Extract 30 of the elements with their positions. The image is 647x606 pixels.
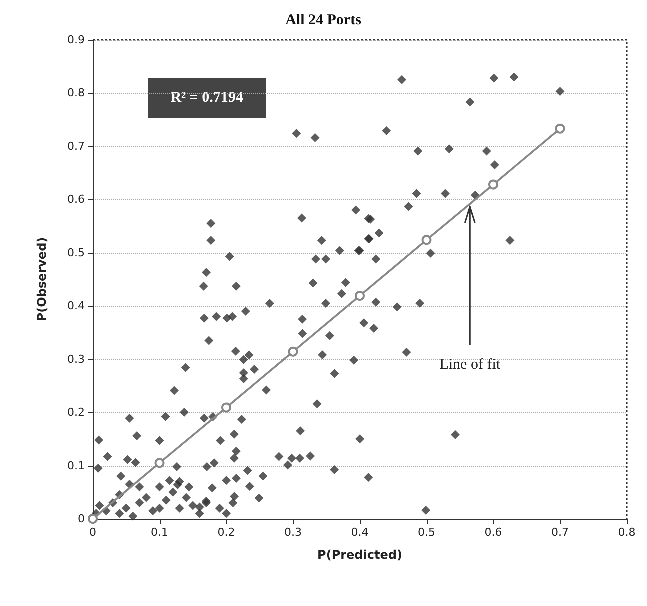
point [288, 346, 298, 357]
x-tick-label: 0.6 [484, 526, 502, 539]
y-tick-label: 0.8 [68, 86, 85, 100]
y-tick-label: 0.5 [68, 246, 85, 260]
point [555, 124, 566, 134]
point [355, 291, 365, 301]
x-tick-label: 0.2 [218, 526, 236, 539]
x-tick-label: 0 [90, 526, 96, 539]
x-tick-label: 0.7 [552, 526, 569, 539]
point [154, 458, 165, 468]
point [422, 235, 432, 246]
chart-title: All 24 Ports [286, 12, 362, 28]
annotation: Line of fit [440, 356, 502, 373]
y-tick-label: 0.9 [68, 34, 85, 46]
y-tick-label: 0.3 [68, 352, 85, 366]
point [222, 402, 232, 413]
y-tick-label: 0.1 [68, 459, 85, 472]
x-tick-label: 0.5 [418, 526, 436, 539]
x-tick-label: 0.8 [618, 526, 636, 539]
y-tick-label: 0.2 [68, 406, 85, 420]
x-axis-title: P(Predicted) [318, 548, 402, 562]
x-tick-label: 0.1 [151, 526, 168, 539]
y-tick-label: 0 [78, 512, 85, 526]
y-tick-label: 0.6 [68, 193, 85, 206]
point [488, 180, 498, 190]
y-axis-title: P(Observed) [35, 237, 49, 322]
x-tick-label: 0.3 [284, 526, 302, 539]
y-tick-label: 0.7 [68, 140, 85, 153]
x-tick-label: 0.4 [351, 526, 369, 539]
y-tick-label: 0.4 [68, 300, 85, 313]
